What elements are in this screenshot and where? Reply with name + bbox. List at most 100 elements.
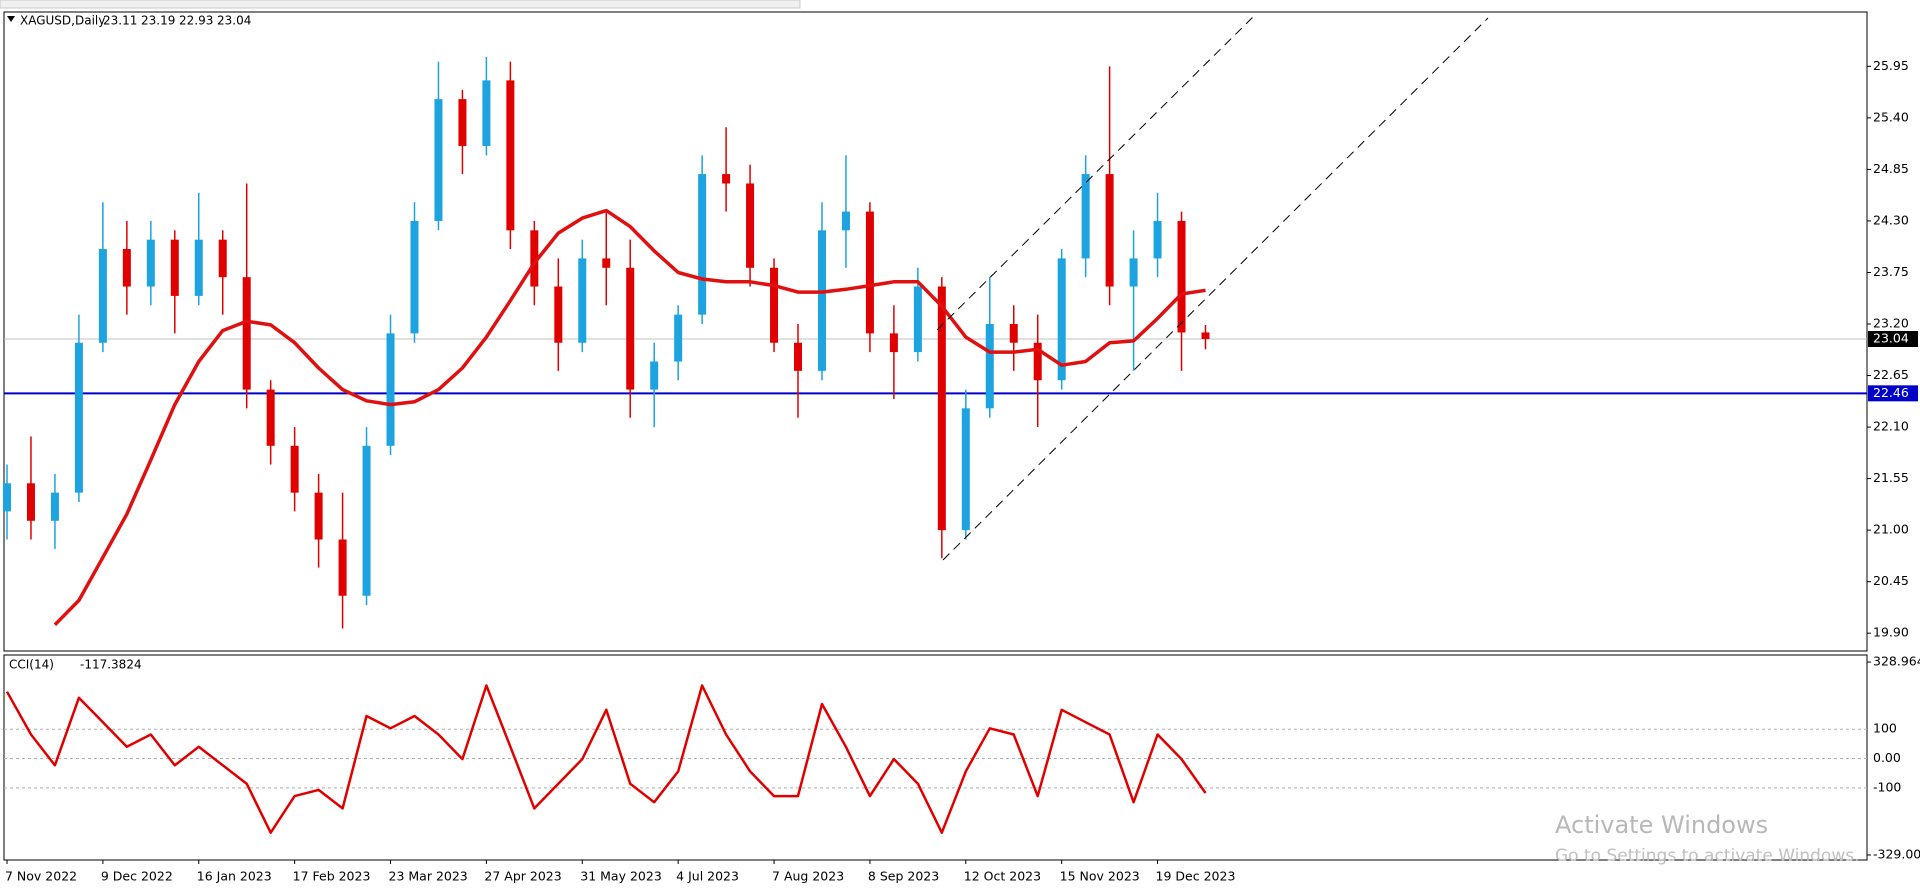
candle-body — [602, 258, 611, 268]
candle-body — [626, 267, 635, 390]
candle-body — [961, 408, 970, 531]
x-tick-label: 23 Mar 2023 — [389, 869, 468, 884]
price-panel — [3, 11, 1868, 652]
candle-body — [218, 239, 227, 278]
collapse-icon[interactable] — [7, 16, 15, 22]
watermark-title: Activate Windows — [1555, 811, 1768, 839]
y-tick-label: 328.964 — [1873, 654, 1920, 669]
x-tick-label: 12 Oct 2023 — [964, 869, 1041, 884]
candle-body — [194, 239, 203, 296]
x-tick-label: 16 Jan 2023 — [197, 869, 272, 884]
candle-body — [1177, 220, 1186, 333]
x-tick-label: 19 Dec 2023 — [1156, 869, 1236, 884]
candle-body — [482, 80, 491, 146]
candle-body — [146, 239, 155, 287]
ohlc-close: 23.04 — [217, 14, 251, 28]
x-tick-label: 4 Jul 2023 — [676, 869, 739, 884]
y-tick-label: 20.45 — [1873, 573, 1909, 588]
price-chart: 19.90 20.45 21.00 21.55 22.10 22.65 23.20 23.75… — [3, 56, 1918, 640]
candle-body — [554, 286, 563, 343]
candle-body — [3, 483, 11, 512]
y-tick-label: 19.90 — [1873, 625, 1909, 640]
x-tick-label: 7 Nov 2022 — [5, 869, 77, 884]
candle-body — [1033, 342, 1042, 381]
y-tick-label: 21.55 — [1873, 470, 1909, 485]
candle-body — [362, 445, 371, 596]
y-tick-label: 25.40 — [1873, 109, 1909, 124]
candle-body — [578, 258, 587, 343]
candle-body — [1057, 258, 1066, 381]
channel-line — [942, 17, 1489, 561]
x-tick-label: 8 Sep 2023 — [868, 869, 939, 884]
x-tick-label: 7 Aug 2023 — [772, 869, 844, 884]
candle-body — [170, 239, 179, 296]
candle-body — [1009, 324, 1018, 343]
y-tick-label: 25.95 — [1873, 58, 1909, 73]
last-price-label: 23.04 — [1873, 330, 1909, 345]
candle-body — [1081, 174, 1090, 259]
candle-body — [530, 230, 539, 287]
candle-body — [1201, 332, 1210, 339]
candle-body — [841, 211, 850, 231]
tab-strip[interactable] — [0, 0, 801, 9]
candle-body — [74, 342, 83, 493]
ohlc-low: 22.93 — [179, 14, 213, 28]
y-tick-label: 22.10 — [1873, 419, 1909, 434]
candle-body — [913, 286, 922, 353]
candle-body — [770, 267, 779, 343]
candle-body — [122, 249, 131, 287]
candle-body — [506, 80, 515, 231]
symbol-label: XAGUSD,Daily — [20, 14, 105, 28]
candle-body — [242, 277, 251, 390]
candle-body — [50, 492, 59, 521]
y-tick-label: -100 — [1873, 779, 1901, 794]
x-tick-label: 17 Feb 2023 — [293, 869, 371, 884]
candle-body — [746, 183, 755, 268]
candle-body — [817, 230, 826, 371]
y-tick-label: 23.75 — [1873, 264, 1909, 279]
candle-body — [434, 99, 443, 221]
candle-body — [985, 324, 994, 409]
candle-body — [314, 492, 323, 540]
candle-body — [98, 249, 107, 343]
y-tick-label: 100 — [1873, 721, 1897, 736]
indicator-name: CCI(14) — [9, 658, 54, 672]
hline-price-label: 22.46 — [1873, 385, 1909, 400]
x-tick-label: 15 Nov 2023 — [1060, 869, 1140, 884]
y-tick-label: -329.000 — [1873, 847, 1920, 862]
ohlc-open: 23.11 — [103, 14, 137, 28]
candle-body — [410, 220, 419, 334]
candle-body — [290, 445, 299, 493]
y-tick-label: 24.30 — [1873, 212, 1909, 227]
y-tick-label: 22.65 — [1873, 367, 1909, 382]
candle-body — [266, 389, 275, 446]
candle-body — [698, 174, 707, 315]
candle-body — [26, 483, 35, 521]
moving-average — [53, 208, 1206, 627]
y-tick-label: 23.20 — [1873, 316, 1909, 331]
candle-body — [1129, 258, 1138, 287]
y-tick-label: 21.00 — [1873, 522, 1909, 537]
x-tick-label: 9 Dec 2022 — [101, 869, 173, 884]
candle-body — [937, 286, 946, 531]
y-tick-label: 24.85 — [1873, 161, 1909, 176]
candle-body — [386, 333, 395, 446]
candle-body — [889, 333, 898, 353]
candle-body — [650, 361, 659, 390]
cci-panel — [3, 654, 1868, 861]
hline-price-box — [1868, 385, 1918, 402]
candle-body — [722, 174, 731, 184]
candle-body — [1105, 174, 1114, 287]
candle-body — [1153, 220, 1162, 259]
y-tick-label: 0.00 — [1873, 750, 1901, 765]
candle-body — [865, 211, 874, 334]
candle-body — [674, 314, 683, 362]
candle-body — [794, 342, 803, 371]
x-tick-label: 31 May 2023 — [580, 869, 662, 884]
indicator-value: -117.3824 — [80, 658, 142, 672]
cci-chart: 328.964 100 0.00 -100 -329.000 7 Nov 2022 9 De… — [4, 654, 1920, 884]
cci-line — [5, 684, 1207, 834]
